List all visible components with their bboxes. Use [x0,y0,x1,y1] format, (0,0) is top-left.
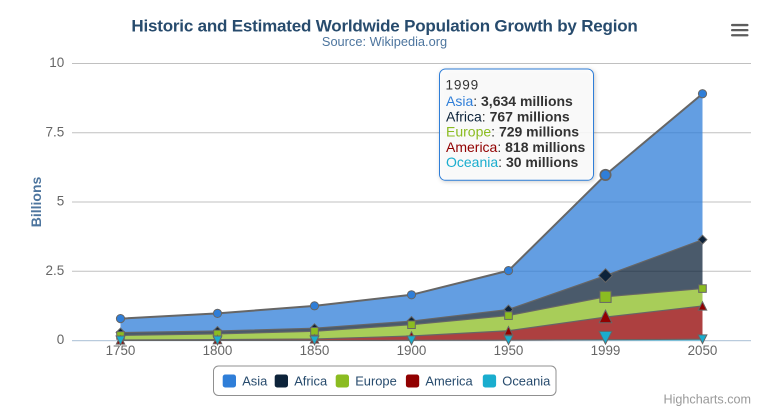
svg-text:1999: 1999 [591,343,621,358]
svg-text:Historic and Estimated Worldwi: Historic and Estimated Worldwide Populat… [131,16,637,35]
svg-text:5: 5 [57,194,65,209]
svg-text:America: 818 millions: America: 818 millions [446,139,585,155]
svg-text:2050: 2050 [688,343,718,358]
svg-text:Europe: Europe [355,373,397,388]
svg-text:Asia: Asia [242,373,268,388]
svg-text:Highcharts.com: Highcharts.com [664,393,752,407]
svg-text:1800: 1800 [203,343,233,358]
svg-text:Oceania: Oceania [502,373,551,388]
svg-text:10: 10 [49,55,64,70]
svg-text:Africa: Africa [294,373,328,388]
svg-text:Source: Wikipedia.org: Source: Wikipedia.org [322,34,447,49]
svg-text:Asia: 3,634 millions: Asia: 3,634 millions [446,93,573,109]
svg-text:America: America [425,373,473,388]
svg-text:1850: 1850 [300,343,330,358]
svg-text:Europe: 729 millions: Europe: 729 millions [446,124,579,140]
svg-text:1750: 1750 [106,343,136,358]
svg-text:1900: 1900 [397,343,427,358]
svg-text:Africa: 767 millions: Africa: 767 millions [446,108,570,124]
svg-text:1999: 1999 [446,78,479,93]
svg-text:1950: 1950 [494,343,524,358]
svg-text:2.5: 2.5 [46,263,65,278]
svg-text:Billions: Billions [28,177,44,228]
svg-text:Oceania: 30 millions: Oceania: 30 millions [446,154,579,170]
svg-text:7.5: 7.5 [46,124,65,139]
svg-text:0: 0 [57,332,65,347]
